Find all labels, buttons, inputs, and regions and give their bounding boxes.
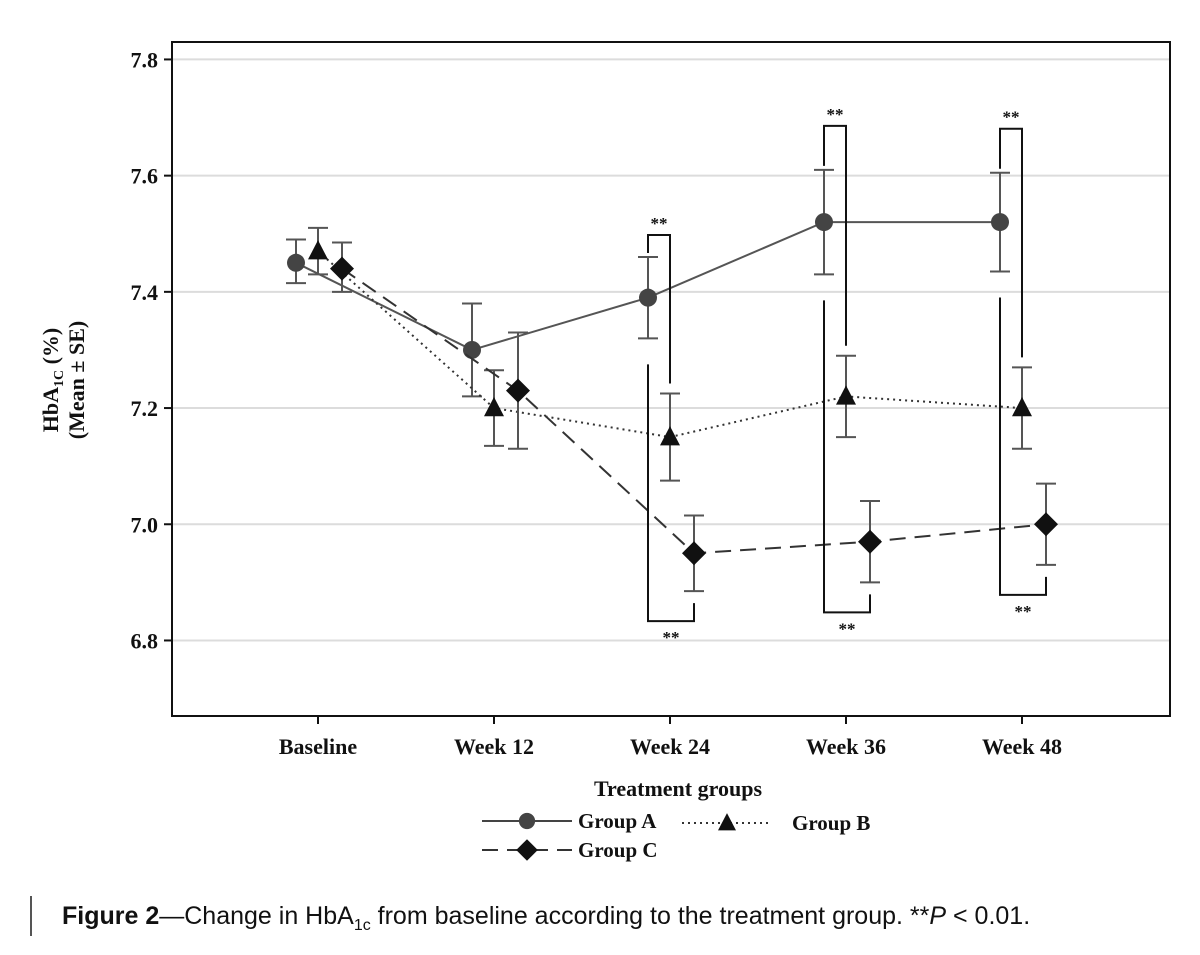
x-tick-label: Week 12 [454, 734, 534, 759]
significance-label: ** [1003, 108, 1020, 127]
y-axis-title-main: HbA [38, 387, 63, 432]
x-tick-label: Week 36 [806, 734, 886, 759]
y-axis-title-unit: (%) [38, 328, 63, 370]
significance-label: ** [663, 628, 680, 647]
data-point-group-c [1034, 512, 1058, 537]
data-point-group-a [463, 340, 481, 359]
legend-item-group-b: Group B [682, 811, 870, 835]
y-axis-title-line2: (Mean ± SE) [64, 321, 89, 439]
y-axis-title: HbA1C (%) (Mean ± SE) [38, 321, 89, 439]
legend-label: Group A [578, 809, 657, 833]
significance-bracket: ** [647, 214, 671, 384]
svg-text:HbA1C (%): HbA1C (%) [38, 328, 67, 433]
data-point-group-b [484, 397, 504, 417]
significance-bracket: ** [647, 364, 695, 647]
legend-label: Group C [578, 838, 658, 862]
caption-text-after: from baseline according to the treatment… [370, 902, 930, 930]
significance-label: ** [839, 619, 856, 638]
caption-text-before: —Change in HbA [159, 902, 354, 930]
x-axis-title: Treatment groups [594, 776, 762, 801]
x-tick-label: Week 48 [982, 734, 1062, 759]
figure-caption: Figure 2—Change in HbA1c from baseline a… [30, 896, 1180, 936]
series-group-a [286, 168, 1010, 398]
y-tick-label: 7.6 [131, 164, 159, 189]
x-axis: Baseline Week 12 Week 24 Week 36 Week 48 [279, 716, 1062, 759]
caption-p: P [929, 902, 947, 930]
data-point-group-b [308, 240, 328, 260]
data-point-group-a [815, 213, 833, 232]
x-tick-label: Baseline [279, 734, 357, 759]
legend-item-group-a: Group A [482, 809, 657, 833]
legend-marker-group-a [518, 812, 536, 830]
series-group-c [330, 241, 1058, 593]
legend-marker-group-c [516, 839, 538, 861]
data-point-group-c [330, 256, 354, 281]
significance-bracket-line [999, 127, 1023, 358]
y-axis-title-subscript: 1C [52, 370, 67, 387]
y-axis: 6.8 7.0 7.2 7.4 7.6 7.8 [131, 47, 172, 653]
data-point-group-b [660, 426, 680, 446]
data-point-group-a [287, 253, 305, 272]
y-tick-label: 6.8 [131, 628, 159, 653]
significance-label: ** [1015, 602, 1032, 621]
significance-bracket: ** [823, 105, 847, 346]
caption-figure-label: Figure 2 [62, 902, 160, 930]
data-point-group-b [836, 385, 856, 405]
legend: Group A Group B Group C [482, 809, 870, 862]
significance-bracket-line [823, 124, 847, 346]
significance-bracket: ** [823, 300, 871, 638]
significance-bracket-line [647, 364, 695, 623]
significance-bracket-line [999, 297, 1047, 596]
significance-bracket: ** [999, 108, 1023, 358]
significance-bracket: ** [999, 297, 1047, 621]
data-point-group-c [858, 529, 882, 554]
caption-p-tail: < 0.01. [946, 902, 1031, 930]
significance-bracket-line [823, 300, 871, 614]
y-tick-label: 7.8 [131, 47, 159, 72]
significance-brackets: ** ** ** ** ** ** [647, 105, 1047, 647]
chart: 6.8 7.0 7.2 7.4 7.6 7.8 Baseline Week 12 Week 2… [38, 41, 1171, 862]
data-point-group-c [682, 541, 706, 566]
significance-label: ** [827, 105, 844, 124]
data-point-group-a [639, 288, 657, 307]
significance-label: ** [651, 214, 668, 233]
series-group-b [308, 226, 1032, 482]
legend-marker-group-b [718, 813, 736, 831]
data-point-group-b [1012, 397, 1032, 417]
series-line-group-c [341, 267, 1047, 555]
caption-subscript: 1c [353, 917, 371, 934]
data-point-group-a [991, 213, 1009, 232]
y-tick-label: 7.2 [131, 396, 159, 421]
series [286, 168, 1058, 593]
significance-bracket-line [647, 233, 671, 384]
x-tick-label: Week 24 [630, 734, 710, 759]
y-tick-label: 7.4 [131, 280, 159, 305]
legend-item-group-c: Group C [482, 838, 658, 862]
data-point-group-c [506, 378, 530, 403]
legend-label: Group B [792, 811, 870, 835]
y-tick-label: 7.0 [131, 512, 159, 537]
